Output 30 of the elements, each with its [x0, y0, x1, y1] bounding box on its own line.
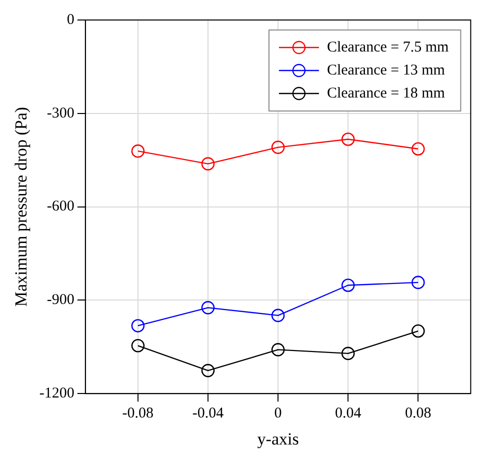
point — [201, 301, 215, 314]
legend-label: Clearance = 7.5 mm — [326, 39, 450, 56]
point — [131, 144, 145, 158]
y-tick-label: 0 — [66, 12, 74, 28]
point — [341, 346, 355, 360]
point — [412, 324, 425, 338]
x-tick-label: 0.08 — [405, 406, 432, 422]
x-axis-title: y-axis — [257, 429, 299, 448]
point — [412, 142, 425, 156]
point — [201, 157, 215, 170]
y-tick-label: -900 — [46, 292, 74, 308]
point — [271, 308, 285, 322]
legend-label: Clearance = 18 mm — [326, 85, 446, 102]
point — [131, 339, 145, 352]
legend-label: Clearance = 13 mm — [326, 62, 446, 78]
point — [201, 364, 215, 378]
y-tick-label: -300 — [46, 105, 74, 122]
point — [412, 276, 425, 290]
y-axis-title: Maximum pressure drop (Pa) — [12, 106, 31, 307]
point — [271, 140, 285, 154]
x-tick-label: -0.04 — [192, 406, 224, 422]
x-tick-label: 0 — [274, 406, 282, 422]
point — [271, 343, 285, 356]
x-tick-label: 0.04 — [334, 406, 362, 422]
point — [131, 319, 145, 332]
point — [341, 278, 355, 292]
y-tick-label: -1200 — [39, 386, 74, 402]
y-tick-label: -600 — [46, 198, 74, 215]
x-tick-label: -0.08 — [122, 406, 154, 422]
point — [341, 132, 355, 146]
